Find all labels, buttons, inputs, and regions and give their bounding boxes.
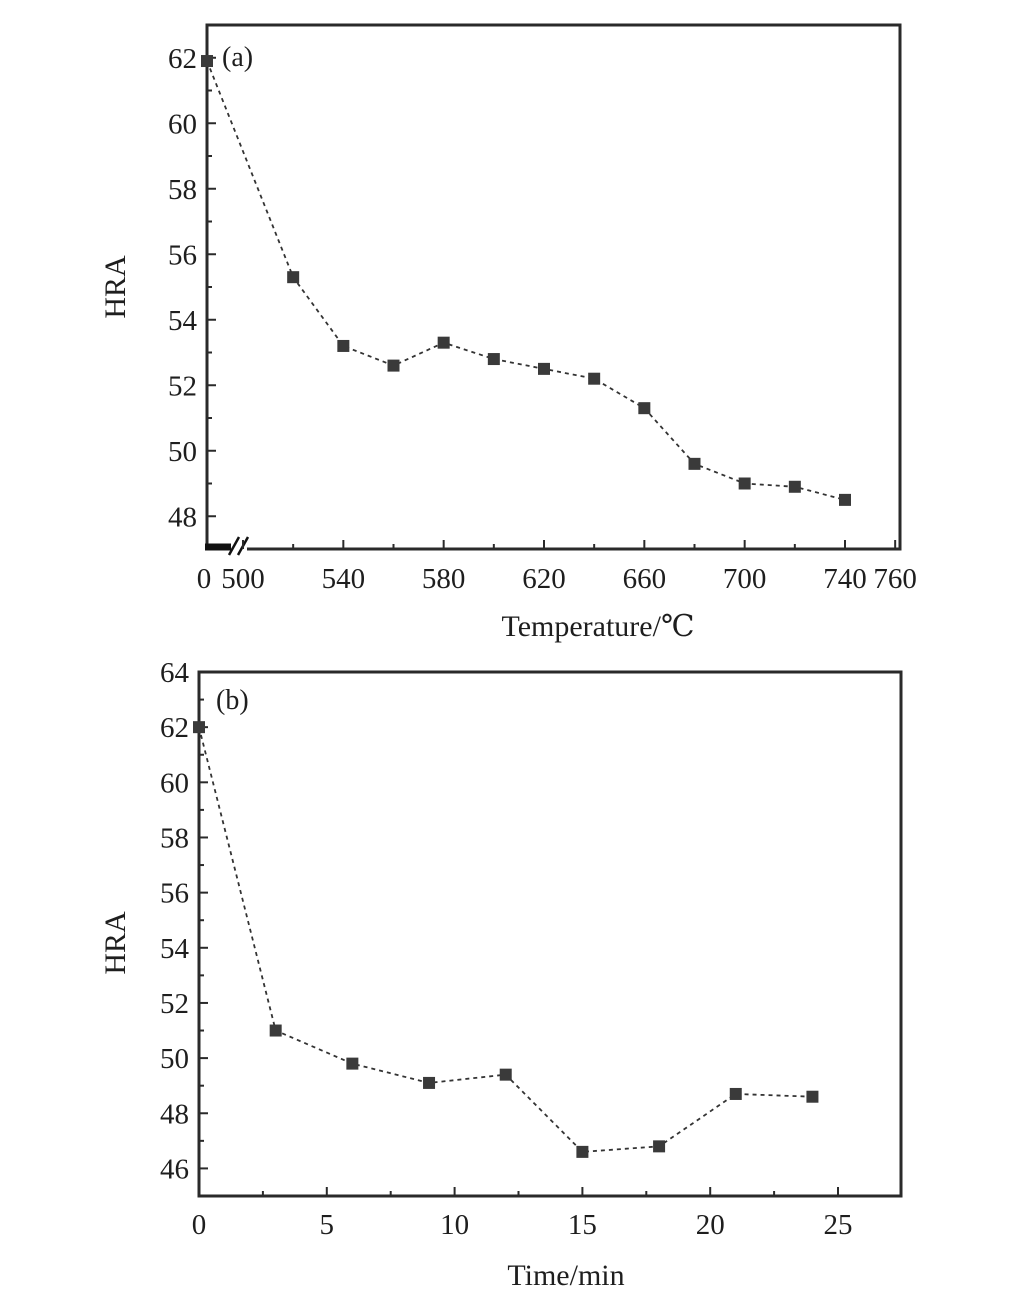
x-tick-label: 0	[197, 563, 212, 595]
axis-break-mark	[227, 536, 241, 556]
data-point	[538, 362, 550, 375]
data-point	[688, 457, 701, 470]
data-point	[576, 1145, 589, 1158]
x-tick-label: 25	[824, 1209, 853, 1241]
x-tick-label: 0	[192, 1209, 207, 1241]
data-point	[287, 271, 300, 284]
data-point	[499, 1068, 512, 1081]
data-point	[201, 55, 213, 68]
y-tick-label: 62	[168, 43, 197, 75]
x-tick-label: 10	[440, 1209, 469, 1241]
x-tick-label: 20	[696, 1209, 725, 1241]
data-point	[729, 1087, 742, 1100]
y-tick-label: 54	[160, 933, 190, 965]
x-tick-label: 620	[522, 563, 566, 595]
data-point	[387, 359, 400, 372]
x-tick-label: 740	[823, 563, 867, 595]
data-point	[346, 1057, 359, 1070]
series-line	[206, 60, 846, 501]
data-point	[588, 372, 601, 385]
panel-label: (a)	[222, 42, 253, 73]
y-tick-label: 52	[168, 370, 197, 402]
y-tick-label: 48	[160, 1098, 189, 1130]
data-point	[839, 493, 851, 506]
panel-b-time-chart: 46 48 50 52 54 56 58 60 62 64 0 5 10 15 20 25 Time/min HR…	[99, 657, 903, 1292]
y-tick-label: 46	[160, 1153, 189, 1185]
y-tick-label: 48	[168, 501, 197, 533]
panel-label: (b)	[216, 685, 249, 716]
data-point	[337, 339, 350, 352]
data-point	[437, 336, 450, 349]
y-tick-label: 50	[168, 436, 197, 468]
data-point	[193, 721, 205, 734]
y-tick-label: 50	[160, 1043, 189, 1075]
x-tick-label: 700	[723, 563, 767, 595]
data-point	[806, 1090, 819, 1103]
y-tick-label: 60	[168, 108, 197, 140]
y-tick-label: 62	[160, 712, 189, 744]
x-axis-title: Time/min	[507, 1259, 624, 1292]
plot-frame	[197, 670, 903, 1198]
y-tick-label: 56	[168, 239, 197, 271]
data-point	[269, 1024, 282, 1037]
y-tick-label: 60	[160, 767, 189, 799]
data-point	[638, 402, 651, 415]
data-point	[423, 1076, 436, 1089]
y-axis-title: HRA	[99, 255, 132, 319]
x-tick-label: 660	[623, 563, 667, 595]
y-axis-title: HRA	[99, 911, 132, 975]
y-tick-label: 58	[168, 174, 197, 206]
data-point	[788, 480, 801, 493]
y-tick-label: 64	[160, 657, 190, 689]
y-tick-label: 58	[160, 822, 189, 854]
y-tick-label: 54	[168, 305, 198, 337]
x-tick-label: 5	[320, 1209, 335, 1241]
data-point	[487, 353, 500, 366]
y-tick-label: 52	[160, 988, 189, 1020]
x-tick-label: 760	[873, 563, 917, 595]
x-tick-label: 15	[568, 1209, 597, 1241]
x-tick-label: 580	[422, 563, 466, 595]
y-tick-label: 56	[160, 878, 189, 910]
series-line	[198, 726, 813, 1153]
plot-frame	[205, 23, 902, 551]
data-point	[653, 1140, 666, 1153]
x-axis-title: Temperature/℃	[501, 610, 694, 643]
x-tick-label: 500	[221, 563, 265, 595]
x-tick-label: 540	[322, 563, 366, 595]
data-point	[738, 477, 751, 490]
